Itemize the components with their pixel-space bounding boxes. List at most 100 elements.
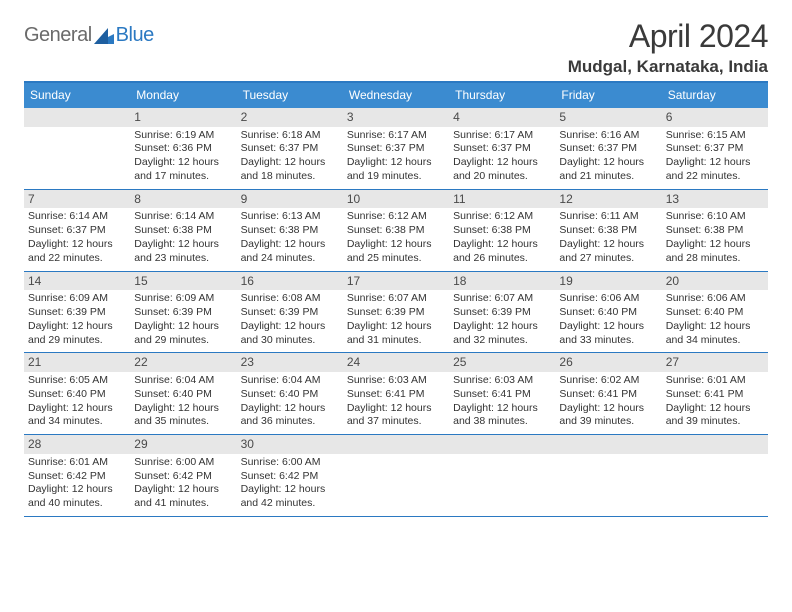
sunset-text: Sunset: 6:40 PM — [666, 306, 764, 319]
daylight1-text: Daylight: 12 hours — [241, 483, 339, 496]
day-number: 15 — [130, 272, 236, 291]
daylight2-text: and 23 minutes. — [134, 252, 232, 265]
daylight1-text: Daylight: 12 hours — [666, 320, 764, 333]
sunset-text: Sunset: 6:38 PM — [453, 224, 551, 237]
sunset-text: Sunset: 6:39 PM — [241, 306, 339, 319]
day-number: 6 — [662, 108, 768, 127]
calendar-day-cell: 19Sunrise: 6:06 AMSunset: 6:40 PMDayligh… — [555, 272, 661, 353]
calendar-day-cell — [24, 108, 130, 189]
logo-text-general: General — [24, 24, 92, 47]
sunset-text: Sunset: 6:41 PM — [666, 388, 764, 401]
day-number: 30 — [237, 435, 343, 454]
day-number: 4 — [449, 108, 555, 127]
calendar-day-cell: 12Sunrise: 6:11 AMSunset: 6:38 PMDayligh… — [555, 190, 661, 271]
daylight1-text: Daylight: 12 hours — [134, 320, 232, 333]
sunrise-text: Sunrise: 6:04 AM — [241, 374, 339, 387]
logo-text-blue: Blue — [116, 24, 154, 47]
sunrise-text: Sunrise: 6:16 AM — [559, 129, 657, 142]
calendar-grid: SundayMondayTuesdayWednesdayThursdayFrid… — [24, 81, 768, 517]
day-number: 28 — [24, 435, 130, 454]
sunset-text: Sunset: 6:38 PM — [347, 224, 445, 237]
day-number: 8 — [130, 190, 236, 209]
day-number: 11 — [449, 190, 555, 209]
day-number — [449, 435, 555, 454]
daylight2-text: and 22 minutes. — [666, 170, 764, 183]
daylight2-text: and 18 minutes. — [241, 170, 339, 183]
location-label: Mudgal, Karnataka, India — [568, 57, 768, 77]
sunset-text: Sunset: 6:40 PM — [559, 306, 657, 319]
calendar-day-cell: 25Sunrise: 6:03 AMSunset: 6:41 PMDayligh… — [449, 353, 555, 434]
calendar-day-cell: 13Sunrise: 6:10 AMSunset: 6:38 PMDayligh… — [662, 190, 768, 271]
day-number: 3 — [343, 108, 449, 127]
page-title: April 2024 — [568, 18, 768, 55]
daylight1-text: Daylight: 12 hours — [559, 156, 657, 169]
daylight2-text: and 27 minutes. — [559, 252, 657, 265]
calendar-day-cell: 8Sunrise: 6:14 AMSunset: 6:38 PMDaylight… — [130, 190, 236, 271]
sunrise-text: Sunrise: 6:04 AM — [134, 374, 232, 387]
calendar-day-cell — [555, 435, 661, 516]
calendar-head-row: SundayMondayTuesdayWednesdayThursdayFrid… — [24, 83, 768, 108]
sunrise-text: Sunrise: 6:12 AM — [453, 210, 551, 223]
calendar-day-cell: 1Sunrise: 6:19 AMSunset: 6:36 PMDaylight… — [130, 108, 236, 189]
daylight2-text: and 19 minutes. — [347, 170, 445, 183]
sunrise-text: Sunrise: 6:07 AM — [347, 292, 445, 305]
sunrise-text: Sunrise: 6:03 AM — [453, 374, 551, 387]
daylight1-text: Daylight: 12 hours — [347, 320, 445, 333]
sunrise-text: Sunrise: 6:06 AM — [666, 292, 764, 305]
daylight2-text: and 25 minutes. — [347, 252, 445, 265]
day-number: 5 — [555, 108, 661, 127]
weekday-header: Thursday — [449, 83, 555, 108]
calendar-day-cell: 18Sunrise: 6:07 AMSunset: 6:39 PMDayligh… — [449, 272, 555, 353]
day-number: 10 — [343, 190, 449, 209]
day-number: 25 — [449, 353, 555, 372]
calendar-week-row: 21Sunrise: 6:05 AMSunset: 6:40 PMDayligh… — [24, 353, 768, 435]
calendar-week-row: 14Sunrise: 6:09 AMSunset: 6:39 PMDayligh… — [24, 272, 768, 354]
calendar-day-cell: 28Sunrise: 6:01 AMSunset: 6:42 PMDayligh… — [24, 435, 130, 516]
sunrise-text: Sunrise: 6:14 AM — [28, 210, 126, 223]
page-header: General Blue April 2024 Mudgal, Karnatak… — [24, 18, 768, 77]
day-number: 2 — [237, 108, 343, 127]
daylight2-text: and 35 minutes. — [134, 415, 232, 428]
day-number: 16 — [237, 272, 343, 291]
sunrise-text: Sunrise: 6:09 AM — [28, 292, 126, 305]
sunset-text: Sunset: 6:39 PM — [347, 306, 445, 319]
daylight2-text: and 41 minutes. — [134, 497, 232, 510]
day-number: 23 — [237, 353, 343, 372]
daylight1-text: Daylight: 12 hours — [666, 238, 764, 251]
daylight2-text: and 22 minutes. — [28, 252, 126, 265]
day-number: 17 — [343, 272, 449, 291]
weekday-header: Saturday — [662, 83, 768, 108]
daylight2-text: and 32 minutes. — [453, 334, 551, 347]
calendar-day-cell: 11Sunrise: 6:12 AMSunset: 6:38 PMDayligh… — [449, 190, 555, 271]
sunrise-text: Sunrise: 6:03 AM — [347, 374, 445, 387]
calendar-day-cell: 14Sunrise: 6:09 AMSunset: 6:39 PMDayligh… — [24, 272, 130, 353]
daylight2-text: and 31 minutes. — [347, 334, 445, 347]
daylight2-text: and 34 minutes. — [666, 334, 764, 347]
daylight1-text: Daylight: 12 hours — [666, 156, 764, 169]
daylight2-text: and 20 minutes. — [453, 170, 551, 183]
day-number: 1 — [130, 108, 236, 127]
sunrise-text: Sunrise: 6:06 AM — [559, 292, 657, 305]
sunset-text: Sunset: 6:37 PM — [28, 224, 126, 237]
weekday-header: Tuesday — [237, 83, 343, 108]
weekday-header: Sunday — [24, 83, 130, 108]
calendar-day-cell — [662, 435, 768, 516]
day-number: 12 — [555, 190, 661, 209]
daylight1-text: Daylight: 12 hours — [28, 238, 126, 251]
calendar-day-cell: 16Sunrise: 6:08 AMSunset: 6:39 PMDayligh… — [237, 272, 343, 353]
daylight1-text: Daylight: 12 hours — [453, 238, 551, 251]
sunset-text: Sunset: 6:41 PM — [347, 388, 445, 401]
day-number: 26 — [555, 353, 661, 372]
daylight2-text: and 21 minutes. — [559, 170, 657, 183]
calendar-day-cell: 3Sunrise: 6:17 AMSunset: 6:37 PMDaylight… — [343, 108, 449, 189]
sunset-text: Sunset: 6:42 PM — [28, 470, 126, 483]
sunset-text: Sunset: 6:38 PM — [559, 224, 657, 237]
day-number: 19 — [555, 272, 661, 291]
daylight2-text: and 38 minutes. — [453, 415, 551, 428]
sunset-text: Sunset: 6:40 PM — [134, 388, 232, 401]
calendar-day-cell: 27Sunrise: 6:01 AMSunset: 6:41 PMDayligh… — [662, 353, 768, 434]
calendar-day-cell — [449, 435, 555, 516]
sunset-text: Sunset: 6:42 PM — [241, 470, 339, 483]
daylight2-text: and 37 minutes. — [347, 415, 445, 428]
sunrise-text: Sunrise: 6:14 AM — [134, 210, 232, 223]
